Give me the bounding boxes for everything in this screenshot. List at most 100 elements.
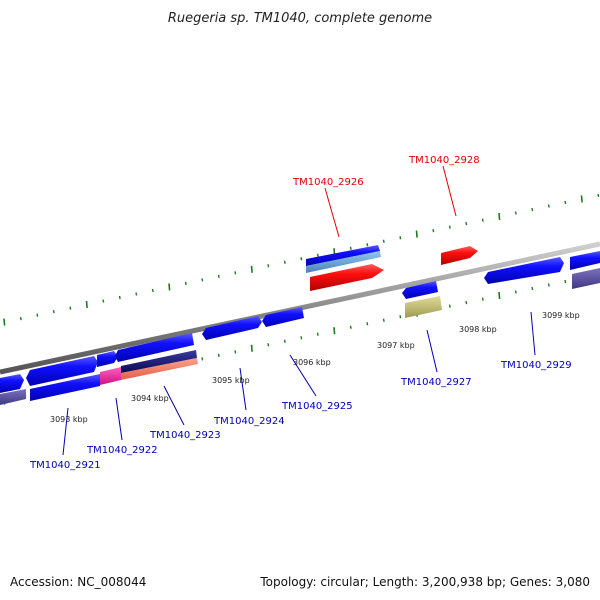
outer-tick-mark — [382, 239, 385, 243]
inner-tick-mark — [300, 336, 303, 340]
leader-line-tm1040-2928 — [442, 165, 457, 217]
gene-feature-left-1[interactable] — [0, 374, 24, 393]
gene-feature-left-2[interactable] — [0, 389, 26, 405]
gene-label-tm1040-2923[interactable]: TM1040_2923 — [149, 430, 221, 441]
inner-tick-mark — [399, 315, 402, 319]
gene-labels: TM1040_2921 TM1040_2922 TM1040_2923 TM10… — [29, 155, 572, 471]
outer-tick-mark — [448, 225, 451, 229]
outer-tick-mark — [69, 306, 72, 310]
kbp-label: 3094 kbp — [131, 394, 169, 403]
inner-tick-mark — [349, 325, 352, 329]
outer-tick-mark — [514, 211, 517, 215]
outer-tick-mark — [366, 243, 369, 247]
gene-feature-tm1040-2923-salmon[interactable] — [121, 358, 198, 380]
kbp-label: 3093 kbp — [50, 415, 88, 424]
gene-feature-tm1040-2926-blue[interactable] — [306, 245, 380, 266]
gene-feature-tm1040-2927[interactable] — [405, 296, 442, 318]
inner-tick-mark — [217, 353, 220, 358]
map-title: Ruegeria sp. TM1040, complete genome — [168, 11, 432, 26]
outer-tick-mark — [432, 228, 435, 233]
outer-tick-mark — [3, 318, 6, 326]
outer-tick-mark — [234, 271, 237, 275]
gene-feature-tm1040-2928[interactable] — [441, 246, 478, 265]
outer-tick-mark — [300, 257, 303, 261]
kbp-label: 3098 kbp — [459, 325, 497, 334]
outer-tick-mark — [283, 260, 286, 264]
inner-tick-mark — [250, 344, 253, 352]
inner-tick-mark — [498, 291, 501, 300]
reverse-strand-genes — [0, 257, 600, 405]
inner-tick-mark — [234, 350, 237, 354]
outer-tick-mark — [135, 292, 138, 296]
gene-feature-tm1040-2929-a[interactable] — [570, 251, 600, 270]
gene-feature-tm1040-2921-b[interactable] — [30, 374, 100, 401]
inner-tick-mark — [316, 332, 319, 336]
outer-tick-mark — [481, 218, 484, 222]
outer-tick-mark — [201, 278, 204, 282]
gene-feature-tm1040-2922[interactable] — [100, 367, 121, 385]
outer-tick-mark — [547, 204, 550, 208]
inner-tick-mark — [514, 290, 517, 294]
inner-tick-mark — [333, 327, 336, 335]
kbp-scale: 3093 kbp 3094 kbp 3095 kbp 3096 kbp 3097… — [50, 311, 580, 424]
inner-tick-mark — [531, 286, 534, 291]
gene-feature-tm1040-2929[interactable] — [484, 257, 564, 284]
gene-label-tm1040-2928[interactable]: TM1040_2928 — [408, 155, 480, 166]
gene-label-tm1040-2921[interactable]: TM1040_2921 — [29, 460, 101, 471]
leader-line-tm1040-2922 — [115, 397, 123, 441]
inner-tick-mark — [481, 297, 484, 301]
outer-tick-mark — [151, 288, 154, 293]
inner-tick-mark — [366, 322, 369, 326]
outer-tick-mark — [415, 230, 418, 238]
forward-strand-genes — [306, 245, 600, 291]
outer-tick-mark — [36, 313, 39, 317]
gene-label-tm1040-2926[interactable]: TM1040_2926 — [292, 177, 364, 188]
outer-tick-mark — [316, 253, 319, 257]
outer-tick-mark — [118, 295, 121, 300]
gene-feature-tm1040-2926-red[interactable] — [310, 264, 384, 291]
outer-tick-mark — [85, 300, 88, 309]
outer-tick-mark — [597, 193, 600, 198]
gene-label-tm1040-2922[interactable]: TM1040_2922 — [86, 445, 158, 456]
leader-line-tm1040-2929 — [530, 311, 536, 356]
gene-feature-tm1040-2924[interactable] — [202, 316, 262, 340]
outer-tick-mark — [267, 264, 270, 268]
kbp-label: 3097 kbp — [377, 341, 415, 350]
inner-tick-mark — [564, 279, 567, 284]
inner-tick-mark — [201, 357, 204, 361]
outer-tick-mark — [531, 207, 534, 212]
outer-tick-ring — [3, 193, 600, 326]
leader-line-tm1040-2924 — [239, 367, 247, 411]
leader-line-tm1040-2921 — [62, 407, 69, 456]
outer-tick-mark — [349, 246, 352, 250]
outer-tick-mark — [465, 221, 468, 226]
inner-tick-mark — [465, 300, 468, 305]
outer-tick-mark — [498, 212, 501, 221]
leader-line-tm1040-2923 — [163, 385, 185, 426]
outer-tick-mark — [217, 274, 220, 279]
outer-tick-mark — [184, 281, 187, 286]
gene-feature-tm1040-2923-navy[interactable] — [121, 350, 197, 373]
outer-tick-mark — [564, 200, 567, 205]
outer-tick-mark — [250, 265, 253, 273]
gene-feature-right-slate[interactable] — [572, 268, 600, 289]
gene-label-tm1040-2929[interactable]: TM1040_2929 — [500, 360, 572, 371]
gene-label-tm1040-2925[interactable]: TM1040_2925 — [281, 401, 353, 412]
accession-text: Accession: NC_008044 — [10, 575, 146, 589]
outer-tick-mark — [399, 236, 402, 240]
gene-label-tm1040-2924[interactable]: TM1040_2924 — [213, 416, 285, 427]
gene-feature-tm1040-2922-a[interactable] — [97, 351, 118, 367]
kbp-label: 3095 kbp — [212, 376, 250, 385]
gene-feature-tm1040-2926-steel[interactable] — [306, 251, 381, 273]
inner-tick-mark — [267, 343, 270, 347]
outer-tick-mark — [19, 316, 22, 321]
label-leaders — [62, 165, 536, 456]
inner-tick-mark — [382, 318, 385, 322]
gene-feature-tm1040-2925[interactable] — [262, 307, 304, 327]
gene-feature-tm1040-2927-blue[interactable] — [402, 281, 438, 299]
gene-feature-tm1040-2923[interactable] — [115, 333, 194, 362]
inner-tick-mark — [448, 304, 451, 308]
gene-label-tm1040-2927[interactable]: TM1040_2927 — [400, 377, 472, 388]
gene-feature-tm1040-2921[interactable] — [26, 356, 98, 386]
